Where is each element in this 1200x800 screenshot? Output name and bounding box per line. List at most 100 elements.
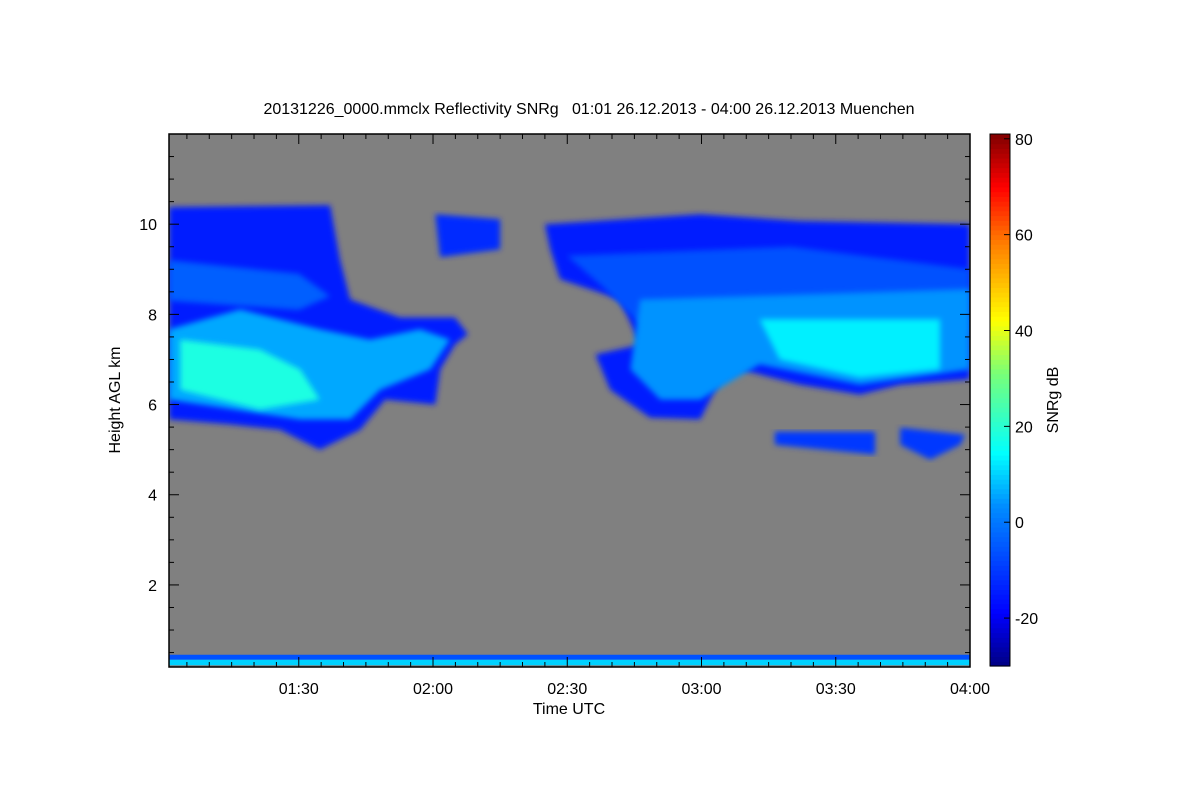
colorbar-segment xyxy=(990,431,1010,437)
y-tick-label: 4 xyxy=(148,488,157,505)
colorbar-segment xyxy=(990,134,1010,140)
colorbar-segment xyxy=(990,172,1010,178)
ground-clutter-upper xyxy=(169,654,970,660)
colorbar-segment xyxy=(990,483,1010,490)
colorbar-segment xyxy=(990,469,1010,475)
colorbar-segment xyxy=(990,258,1010,264)
colorbar-segment xyxy=(990,244,1010,250)
colorbar-segment xyxy=(990,167,1010,173)
colorbar-segment xyxy=(990,632,1010,638)
colorbar-segment xyxy=(990,522,1010,528)
colorbar-segment xyxy=(990,488,1010,495)
colorbar-segment xyxy=(990,253,1010,260)
colorbar-segment xyxy=(990,392,1010,399)
colorbar-segment xyxy=(990,364,1010,370)
colorbar-segment xyxy=(990,618,1010,624)
colorbar-segment xyxy=(990,479,1010,485)
cloud-a-mid xyxy=(169,260,331,310)
colorbar-segment xyxy=(990,138,1010,145)
colorbar-segment xyxy=(990,215,1010,221)
colorbar-tick-label: 40 xyxy=(1015,324,1033,341)
colorbar-label: SNRg dB xyxy=(1045,367,1062,434)
colorbar-tick-label: 60 xyxy=(1015,228,1033,245)
colorbar-tick-label: 80 xyxy=(1015,132,1033,149)
colorbar-segment xyxy=(990,282,1010,288)
colorbar-segment xyxy=(990,550,1010,557)
colorbar-segment xyxy=(990,402,1010,408)
colorbar-frame xyxy=(989,133,1011,667)
colorbar-segment xyxy=(990,445,1010,451)
colorbar-segment xyxy=(990,397,1010,403)
colorbar-segment xyxy=(990,507,1010,514)
colorbar-segment xyxy=(990,646,1010,653)
colorbar-segment xyxy=(990,407,1010,413)
colorbar-segment xyxy=(990,594,1010,600)
colorbar-segment xyxy=(990,359,1010,365)
colorbar-segment xyxy=(990,560,1010,566)
colorbar-segment xyxy=(990,565,1010,571)
colorbar-segment xyxy=(990,201,1010,207)
colorbar-segment xyxy=(990,426,1010,432)
y-tick-label: 6 xyxy=(148,398,157,415)
colorbar-segment xyxy=(990,277,1010,284)
colorbar-segment xyxy=(990,263,1010,269)
colorbar-segment xyxy=(990,320,1010,327)
colorbar-segment xyxy=(990,205,1010,212)
x-tick-label: 02:30 xyxy=(547,681,587,698)
cloud-b-core xyxy=(759,319,940,378)
x-tick-label: 04:00 xyxy=(950,681,990,698)
colorbar-segment xyxy=(990,584,1010,590)
colorbar-segment xyxy=(990,579,1010,586)
colorbar-segment xyxy=(990,440,1010,447)
colorbar-segment xyxy=(990,340,1010,346)
colorbar-segment xyxy=(990,642,1010,648)
colorbar-segment xyxy=(990,435,1010,442)
colorbar-segment xyxy=(990,450,1010,456)
colorbar-segment xyxy=(990,383,1010,389)
colorbar-segment xyxy=(990,493,1010,499)
colorbar-segment xyxy=(990,637,1010,643)
colorbar-tick-label: 0 xyxy=(1015,515,1024,532)
colorbar-segment xyxy=(990,249,1010,255)
colorbar-tick-label: -20 xyxy=(1015,611,1038,628)
band-2 xyxy=(900,427,966,460)
colorbar-segment xyxy=(990,186,1010,193)
colorbar-segment xyxy=(990,527,1010,533)
colorbar-segment xyxy=(990,598,1010,605)
colorbar-segment xyxy=(990,234,1010,241)
colorbar-segment xyxy=(990,570,1010,576)
colorbar-segment xyxy=(990,627,1010,634)
colorbar-segment xyxy=(990,335,1010,341)
band-1 xyxy=(774,431,876,455)
colorbar-segment xyxy=(990,239,1010,245)
colorbar-segment xyxy=(990,349,1010,356)
colorbar-segment xyxy=(990,622,1010,629)
colorbar-segment xyxy=(990,220,1010,226)
colorbar-segment xyxy=(990,311,1010,317)
colorbar-segment xyxy=(990,225,1010,231)
colorbar-segment xyxy=(990,368,1010,375)
colorbar-segment xyxy=(990,325,1010,332)
colorbar-segment xyxy=(990,388,1010,394)
colorbar-segment xyxy=(990,330,1010,336)
colorbar-segment xyxy=(990,416,1010,423)
colorbar-segment xyxy=(990,503,1010,509)
colorbar-segment xyxy=(990,210,1010,217)
colorbar-segment xyxy=(990,512,1010,519)
colorbar-segment xyxy=(990,455,1010,461)
colorbar-segment xyxy=(990,181,1010,188)
colorbar-segment xyxy=(990,474,1010,480)
colorbar-segment xyxy=(990,574,1010,581)
colorbar-segment xyxy=(990,464,1010,471)
colorbar-segment xyxy=(990,268,1010,274)
colorbar-segment xyxy=(990,536,1010,542)
colorbar-segment xyxy=(990,613,1010,619)
cloud-a-core xyxy=(180,339,320,410)
y-tick-label: 2 xyxy=(148,578,157,595)
x-tick-label: 02:00 xyxy=(413,681,453,698)
colorbar-segment xyxy=(990,354,1010,360)
y-tick-label: 8 xyxy=(148,307,157,324)
colorbar-segment xyxy=(990,272,1010,279)
ground-clutter-lower xyxy=(169,659,970,666)
colorbar-segment xyxy=(990,517,1010,523)
